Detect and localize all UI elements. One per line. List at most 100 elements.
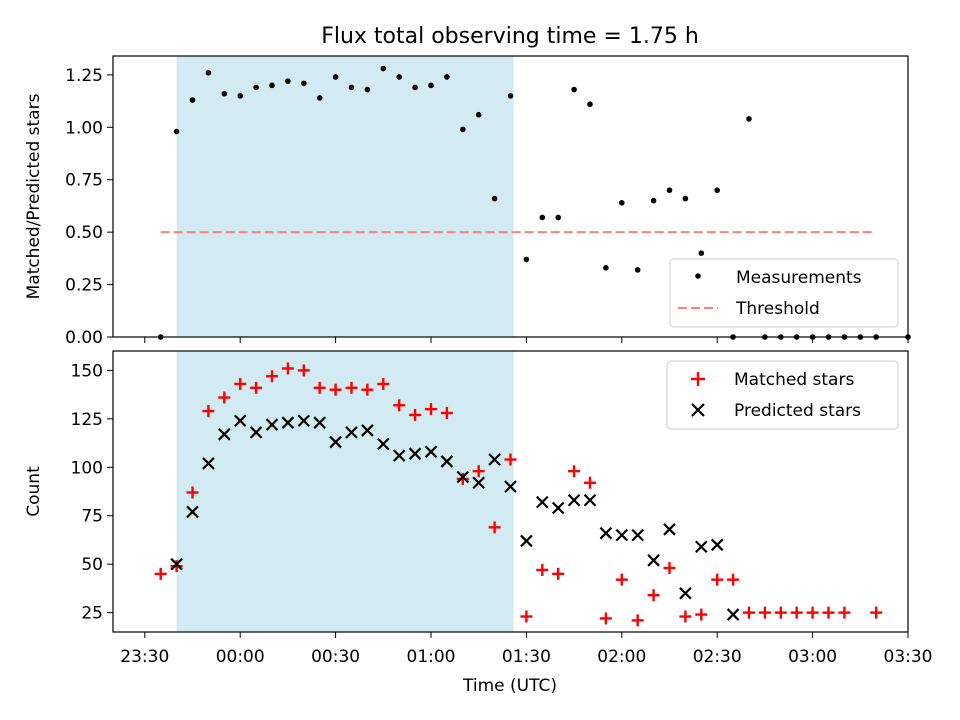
- predicted-point-b: [440, 455, 454, 468]
- measurement-point: [587, 101, 593, 108]
- predicted-point: [488, 453, 501, 466]
- matched-point: [313, 381, 326, 394]
- predicted-point: [281, 416, 295, 429]
- predicted-point-b: [726, 608, 740, 621]
- x-axis-label: Time (UTC): [462, 676, 557, 696]
- predicted-point-b: [647, 554, 660, 567]
- predicted-point: [456, 470, 470, 484]
- predicted-point-b: [377, 437, 390, 451]
- predicted-point-b: [631, 528, 644, 542]
- x-tick-label: 00:00: [216, 647, 265, 667]
- matched-point: [154, 567, 167, 580]
- predicted-point: [202, 457, 215, 470]
- predicted-point-b: [361, 424, 374, 437]
- count-points: [154, 362, 883, 627]
- predicted-point: [583, 493, 597, 507]
- matched-point: [186, 486, 199, 499]
- predicted-point: [679, 586, 692, 600]
- predicted-point: [313, 416, 326, 429]
- measurement-point: [507, 93, 514, 99]
- bottom-axes-frame: [112, 350, 909, 633]
- legend-matched-marker: [691, 372, 705, 386]
- top-axes-frame: [112, 55, 909, 338]
- y-tick-label: 0.75: [65, 171, 103, 191]
- predicted-point-b: [583, 493, 597, 507]
- x-tick-label: 01:00: [407, 647, 456, 667]
- predicted-point: [297, 414, 311, 428]
- measurement-point: [460, 126, 466, 133]
- measurement-point: [523, 256, 530, 263]
- legend-measurements-marker: [695, 273, 701, 279]
- matched-point: [615, 573, 628, 586]
- y-tick-label: 1.00: [65, 118, 103, 138]
- predicted-point-b: [392, 449, 406, 462]
- predicted-point-b: [615, 528, 629, 542]
- matched-point: [472, 465, 485, 478]
- y-tick-label: 0.50: [65, 223, 103, 243]
- matched-point: [679, 610, 692, 623]
- matched-point: [599, 612, 612, 625]
- matched-point: [393, 399, 406, 412]
- predicted-point: [520, 534, 533, 548]
- predicted-point-b: [233, 414, 247, 428]
- x-tick-label: 03:30: [884, 647, 933, 667]
- predicted-point: [265, 418, 279, 431]
- predicted-point: [249, 426, 263, 439]
- top-shaded-span: [176, 56, 514, 337]
- measurement-point: [444, 74, 450, 80]
- matched-point: [647, 589, 660, 602]
- measurement-point: [332, 74, 339, 80]
- measurement-point: [301, 80, 307, 87]
- x-tick-label: 01:30: [502, 647, 551, 667]
- top-y-ticks: 0.00 0.25 0.50 0.75 1.00 1.25: [65, 66, 113, 348]
- measurement-point: [603, 264, 609, 271]
- matched-point: [250, 381, 263, 394]
- predicted-point: [710, 538, 724, 552]
- matched-point: [361, 383, 374, 396]
- bottom-x-ticks: 23:30 00:00 00:30 01:00 01:30 02:00 02:30 03:00…: [120, 632, 933, 667]
- legend-matched-label: Matched stars: [734, 370, 854, 390]
- predicted-point-b: [329, 435, 342, 449]
- matched-point: [218, 391, 231, 404]
- legend-threshold-label: Threshold: [735, 299, 820, 319]
- y-tick-label: 25: [81, 604, 103, 624]
- predicted-point-b: [679, 586, 692, 600]
- predicted-point: [361, 424, 374, 437]
- matched-point: [552, 567, 565, 580]
- top-y-axis-label: Matched/Predicted stars: [24, 93, 44, 299]
- measurement-point: [555, 214, 561, 221]
- matched-point: [377, 377, 390, 390]
- predicted-point-b: [265, 418, 279, 431]
- measurement-point: [634, 267, 641, 273]
- matched-point: [743, 606, 755, 619]
- measurement-point: [682, 195, 689, 202]
- predicted-point-b: [281, 416, 295, 429]
- measurement-point: [714, 187, 720, 194]
- legend-predicted-label: Predicted stars: [734, 401, 861, 421]
- predicted-point: [504, 480, 517, 493]
- y-tick-label: 100: [71, 458, 103, 478]
- matched-point: [281, 362, 294, 375]
- predicted-point-b: [536, 495, 549, 509]
- predicted-point: [536, 495, 549, 509]
- predicted-point-b: [313, 416, 326, 429]
- y-tick-label: 150: [71, 361, 103, 381]
- matched-point: [456, 472, 469, 485]
- y-tick-label: 50: [81, 555, 103, 575]
- x-tick-label: 23:30: [120, 647, 169, 667]
- matched-point: [536, 563, 549, 576]
- matched-point: [425, 403, 437, 416]
- chart-title: Flux total observing time = 1.75 h: [321, 24, 699, 49]
- measurement-point: [698, 250, 705, 256]
- matched-point: [711, 573, 724, 586]
- predicted-point-b: [695, 540, 708, 554]
- top-panel: 0.00 0.25 0.50 0.75 1.00 1.25 Matched/Predict…: [24, 55, 911, 348]
- y-tick-label: 0.25: [65, 276, 103, 296]
- matched-point: [758, 606, 771, 619]
- predicted-point-b: [218, 428, 231, 441]
- matched-point: [409, 408, 422, 421]
- top-legend-box: [669, 258, 899, 328]
- measurement-point: [316, 95, 323, 101]
- bottom-shaded-span: [176, 351, 514, 632]
